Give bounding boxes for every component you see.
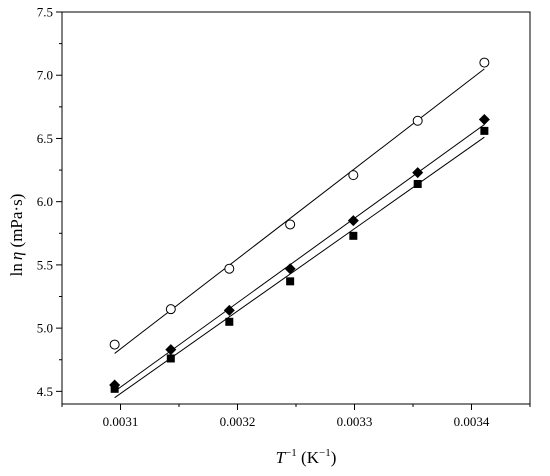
data-point-circle	[412, 115, 423, 126]
x-axis-title-sup: −1	[285, 447, 297, 459]
data-point-square	[225, 317, 234, 326]
data-point-diamond	[165, 344, 177, 356]
x-tick-label: 0.0033	[337, 414, 373, 429]
y-tick-label: 5.0	[37, 321, 53, 336]
fit-line	[114, 124, 485, 392]
plot-area: 0.0031 0.0032 0.0033 0.0034 4.5 5.0 5.5 6.0 6.5 7…	[37, 5, 531, 430]
data-point-square	[286, 277, 295, 286]
x-tick-label: 0.0034	[454, 414, 490, 429]
data-point-square	[110, 384, 119, 393]
data-point-square	[166, 354, 175, 363]
data-point-diamond	[412, 167, 424, 179]
data-point-circle	[109, 339, 120, 350]
y-axis-title-unit: (mPa·s)	[7, 194, 26, 252]
x-axis-title: T−1 (K−1)	[276, 447, 337, 467]
data-point-square	[349, 231, 358, 240]
data-point-diamond	[347, 215, 359, 227]
markers	[109, 57, 490, 393]
fit-line	[114, 136, 485, 399]
y-axis-title: ln η (mPa·s)	[7, 194, 26, 277]
data-point-diamond	[478, 113, 490, 125]
data-point-circle	[165, 304, 176, 315]
x-tick-label: 0.0031	[103, 414, 139, 429]
y-tick-label: 6.5	[37, 131, 53, 146]
tick-labels: 0.0031 0.0032 0.0033 0.0034 4.5 5.0 5.5 6.0 6.5 7…	[37, 5, 490, 430]
y-axis-title-prefix: ln	[7, 263, 26, 277]
y-tick-label: 7.0	[37, 68, 53, 83]
data-point-circle	[224, 263, 235, 274]
data-point-circle	[479, 57, 490, 68]
x-axis-title-unit-close: )	[331, 448, 337, 467]
data-point-circle	[285, 219, 296, 230]
data-point-square	[413, 179, 422, 188]
fit-line	[114, 68, 485, 354]
y-tick-label: 7.5	[37, 5, 53, 20]
x-tick-label: 0.0032	[220, 414, 256, 429]
data-point-diamond	[223, 304, 235, 316]
x-axis-title-unit-open: (K	[297, 448, 320, 467]
data-point-square	[480, 126, 489, 135]
fit-lines	[114, 68, 485, 399]
data-point-diamond	[284, 263, 296, 275]
x-axis-title-unit-sup: −1	[319, 447, 331, 459]
y-tick-label: 5.5	[37, 257, 53, 272]
x-axis-title-main: T	[276, 448, 287, 467]
y-axis-title-symbol: η	[7, 252, 26, 260]
plot-frame	[61, 11, 531, 405]
y-tick-label: 6.0	[37, 194, 53, 209]
data-point-circle	[348, 170, 359, 181]
ticks	[56, 11, 531, 410]
y-tick-label: 4.5	[37, 384, 53, 399]
